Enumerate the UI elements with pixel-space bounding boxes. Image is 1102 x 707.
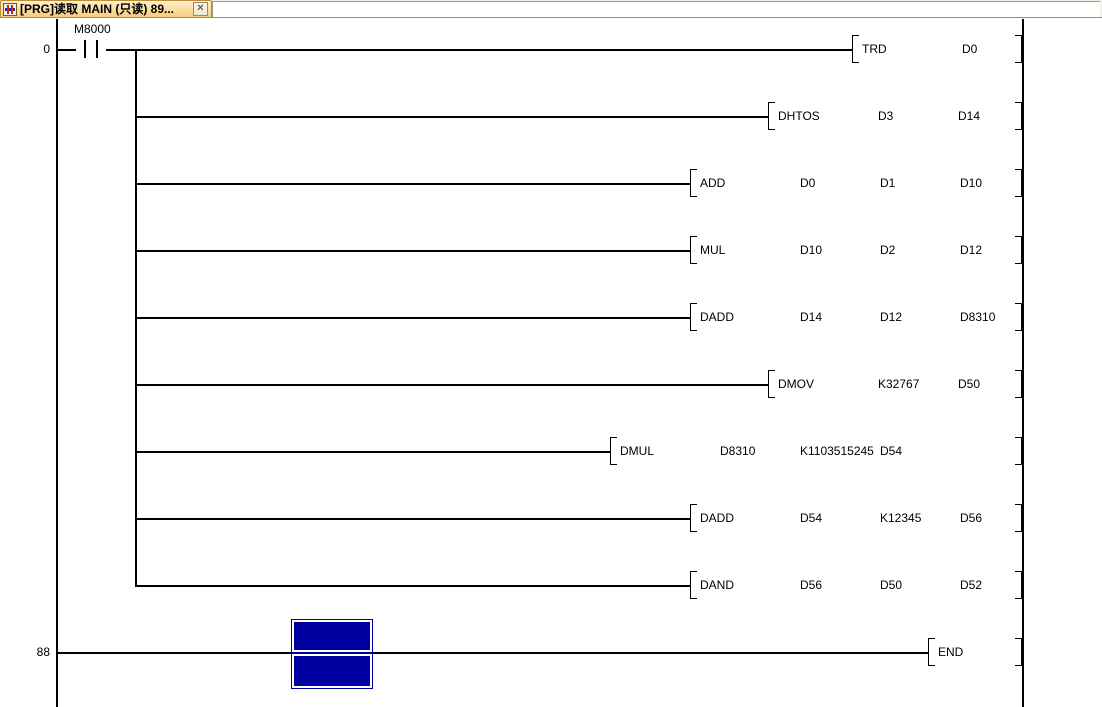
instruction-operand: D54 — [880, 444, 903, 458]
rung-wire — [135, 518, 690, 520]
program-file-icon — [3, 2, 17, 16]
rung-wire — [135, 451, 610, 453]
rung-wire — [56, 49, 76, 51]
instruction-operand: D12 — [880, 310, 903, 324]
rung-wire — [135, 384, 768, 386]
instruction-dmov[interactable]: DMOV K32767 D50 — [768, 370, 1022, 398]
instruction-bracket-right — [1015, 169, 1022, 197]
instruction-operand: D3 — [878, 109, 894, 123]
instruction-mnemonic: ADD — [700, 176, 726, 190]
instruction-operand: D14 — [800, 310, 823, 324]
instruction-dmul[interactable]: DMUL D8310 K1103515245 D54 — [610, 437, 1022, 465]
instruction-mnemonic: END — [938, 645, 964, 659]
instruction-operand: D14 — [958, 109, 981, 123]
instruction-bracket-right — [1015, 638, 1022, 666]
rung-wire — [56, 652, 928, 654]
instruction-operand: D12 — [960, 243, 983, 257]
instruction-operand: D8310 — [720, 444, 756, 458]
instruction-mul[interactable]: MUL D10 D2 D12 — [690, 236, 1022, 264]
instruction-operand: D10 — [960, 176, 983, 190]
close-icon[interactable]: ✕ — [193, 2, 208, 16]
instruction-bracket-left — [690, 571, 697, 599]
instruction-dhtos[interactable]: DHTOS D3 D14 — [768, 102, 1022, 130]
instruction-bracket-left — [852, 35, 859, 63]
instruction-mnemonic: DHTOS — [778, 109, 820, 123]
instruction-bracket-right — [1015, 437, 1022, 465]
selection-cursor-bottom[interactable] — [291, 653, 373, 689]
instruction-bracket-right — [1015, 504, 1022, 532]
left-power-rail — [56, 19, 58, 707]
instruction-bracket-left — [690, 504, 697, 532]
rung-wire — [106, 49, 852, 51]
instruction-operand: D50 — [880, 578, 903, 592]
instruction-operand: K32767 — [878, 377, 920, 391]
instruction-bracket-right — [1015, 102, 1022, 130]
instruction-bracket-left — [768, 102, 775, 130]
instruction-mnemonic: MUL — [700, 243, 726, 257]
rung-wire — [135, 116, 768, 118]
instruction-mnemonic: DADD — [700, 310, 735, 324]
instruction-operand: D56 — [800, 578, 823, 592]
tab-title: [PRG]读取 MAIN (只读) 89... — [20, 2, 175, 16]
instruction-mnemonic: DADD — [700, 511, 735, 525]
instruction-add[interactable]: ADD D0 D1 D10 — [690, 169, 1022, 197]
selection-cursor-top[interactable] — [291, 619, 373, 653]
instruction-operand: D8310 — [960, 310, 996, 324]
step-number: 0 — [43, 42, 50, 56]
instruction-bracket-right — [1015, 35, 1022, 63]
rung-wire — [135, 317, 690, 319]
instruction-end[interactable]: END — [928, 638, 1022, 666]
instruction-dand[interactable]: DAND D56 D50 D52 — [690, 571, 1022, 599]
instruction-bracket-left — [768, 370, 775, 398]
contact-m8000[interactable] — [76, 40, 106, 58]
tab-bar: [PRG]读取 MAIN (只读) 89... ✕ — [0, 0, 1102, 18]
instruction-operand: K12345 — [880, 511, 922, 525]
instruction-bracket-right — [1015, 571, 1022, 599]
instruction-bracket-left — [928, 638, 935, 666]
instruction-mnemonic: TRD — [862, 42, 887, 56]
rung-wire — [135, 183, 690, 185]
instruction-bracket-left — [690, 303, 697, 331]
contact-label: M8000 — [74, 22, 111, 36]
instruction-mnemonic: DMOV — [778, 377, 814, 391]
instruction-operand: K1103515245 — [800, 444, 874, 458]
rung-wire — [135, 250, 690, 252]
instruction-operand: D54 — [800, 511, 823, 525]
instruction-operand: D2 — [880, 243, 896, 257]
instruction-operand: D1 — [880, 176, 896, 190]
instruction-operand: D52 — [960, 578, 983, 592]
tab-bar-empty-area — [212, 1, 1100, 17]
instruction-dadd[interactable]: DADD D54 K12345 D56 — [690, 504, 1022, 532]
instruction-bracket-left — [690, 236, 697, 264]
instruction-bracket-left — [690, 169, 697, 197]
instruction-bracket-right — [1015, 303, 1022, 331]
right-power-rail — [1022, 19, 1024, 707]
instruction-mnemonic: DMUL — [620, 444, 655, 458]
instruction-operand: D0 — [962, 42, 978, 56]
instruction-operand: D50 — [958, 377, 981, 391]
instruction-operand: D0 — [800, 176, 816, 190]
instruction-bracket-left — [610, 437, 617, 465]
instruction-mnemonic: DAND — [700, 578, 735, 592]
instruction-operand: D10 — [800, 243, 823, 257]
instruction-bracket-right — [1015, 370, 1022, 398]
instruction-dadd[interactable]: DADD D14 D12 D8310 — [690, 303, 1022, 331]
instruction-operand: D56 — [960, 511, 983, 525]
instruction-bracket-right — [1015, 236, 1022, 264]
tab-main-program[interactable]: [PRG]读取 MAIN (只读) 89... ✕ — [0, 0, 212, 18]
ladder-canvas[interactable]: 0 M8000 TRD D0 DHTOS D3 D14 ADD D0 D1 D10 MUL D10 D2 D… — [0, 19, 1102, 707]
step-number: 88 — [36, 645, 50, 659]
instruction-trd[interactable]: TRD D0 — [852, 35, 1022, 63]
rung-wire — [135, 585, 690, 587]
